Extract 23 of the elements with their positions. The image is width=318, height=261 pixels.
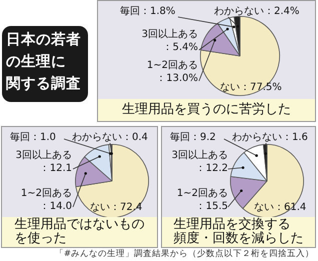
text: 「#みんなの生理」調査結果から（少数点以下２桁を四捨五入） (54, 248, 314, 260)
data-label: ：15.5 (194, 200, 228, 213)
slice-label: 3回以上ある (170, 149, 228, 162)
slice-label: 1~2回ある (20, 187, 72, 200)
data-label: ：12.1 (38, 162, 72, 175)
text: 生理用品を買うのに苦労した (122, 102, 291, 117)
text: 生理用品ではないものを使った (14, 217, 144, 246)
text: 日本の若者の生理に関する調査 (6, 30, 82, 94)
slice-label: 毎回：9.2 (170, 132, 216, 143)
slice-label: 毎回：1.0 (10, 132, 56, 143)
data-label: ：13.0% (155, 72, 198, 85)
data-label: ：14.0 (38, 200, 72, 213)
slice-label: わからない：0.4 (72, 132, 148, 143)
slice-label: わからない：1.6 (232, 132, 308, 143)
slice-label: 3回以上ある (14, 149, 72, 162)
slice-label: 毎回：1.8% (120, 6, 176, 17)
slice-label: 1~2回ある (146, 59, 198, 72)
slice-label: 1~2回ある (176, 187, 228, 200)
data-label: ：5.4% (162, 41, 198, 54)
text: 生理用品を交換する頻度・回数を減らした (174, 217, 304, 246)
slice-label: 3回以上ある (140, 28, 198, 41)
slice-label: わからない：2.4% (214, 6, 300, 17)
data-label: ：12.2 (194, 162, 228, 175)
